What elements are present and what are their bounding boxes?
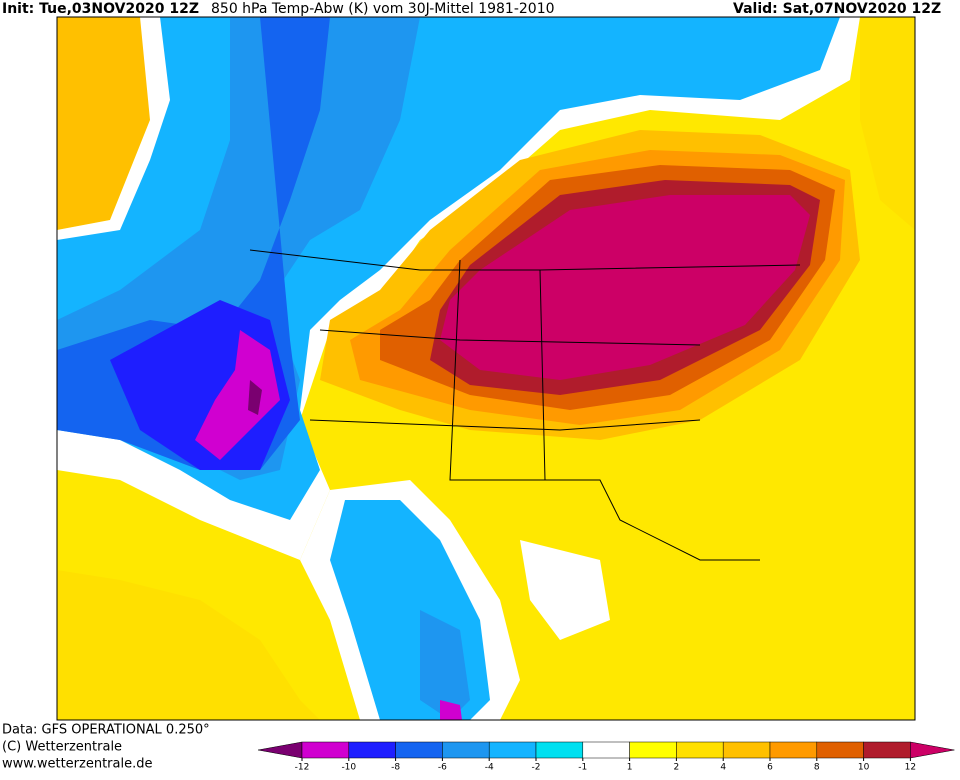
colorbar-label: 2 <box>674 763 680 773</box>
colorbar-label: 6 <box>767 763 773 773</box>
colorbar: -12 -10 -8 -6 -4 -2 -1 1 2 4 6 8 10 12 <box>257 741 955 773</box>
colorbar-label: -8 <box>391 763 400 773</box>
valid-time: Valid: Sat,07NOV2020 12Z <box>733 1 941 17</box>
colorbar-label: -1 <box>578 763 587 773</box>
colorbar-label: 4 <box>720 763 726 773</box>
colorbar-step <box>535 741 584 759</box>
colorbar-step <box>769 741 818 759</box>
colorbar-step <box>676 741 724 759</box>
map <box>56 16 916 721</box>
colorbar-step <box>863 741 911 759</box>
colorbar-step <box>301 741 350 759</box>
colorbar-label: 8 <box>814 763 820 773</box>
map-title: 850 hPa Temp-Abw (K) vom 30J-Mittel 1981… <box>211 1 555 17</box>
borders <box>249 249 801 561</box>
colorbar-label: -12 <box>295 763 310 773</box>
colorbar-label: 1 <box>627 763 633 773</box>
colorbar-step <box>629 741 677 759</box>
init-time: Init: Tue,03NOV2020 12Z <box>2 1 199 17</box>
colorbar-label: 10 <box>858 763 870 773</box>
colorbar-step <box>582 741 630 759</box>
colorbar-end <box>257 741 303 759</box>
colorbar-step <box>442 741 490 759</box>
colorbar-step <box>816 741 864 759</box>
colorbar-end <box>910 741 955 759</box>
footer-line: Data: GFS OPERATIONAL 0.250° <box>2 723 210 738</box>
colorbar-step <box>395 741 443 759</box>
footer-line: www.wetterzentrale.de <box>2 757 152 772</box>
map-frame <box>56 16 916 721</box>
colorbar-step <box>722 741 771 759</box>
footer-line: (C) Wetterzentrale <box>2 740 122 755</box>
colorbar-label: 12 <box>905 763 916 773</box>
colorbar-label: -2 <box>532 763 541 773</box>
colorbar-label: -6 <box>438 763 447 773</box>
colorbar-label: -10 <box>341 763 356 773</box>
colorbar-label: -4 <box>485 763 494 773</box>
colorbar-step <box>348 741 396 759</box>
colorbar-step <box>488 741 537 759</box>
